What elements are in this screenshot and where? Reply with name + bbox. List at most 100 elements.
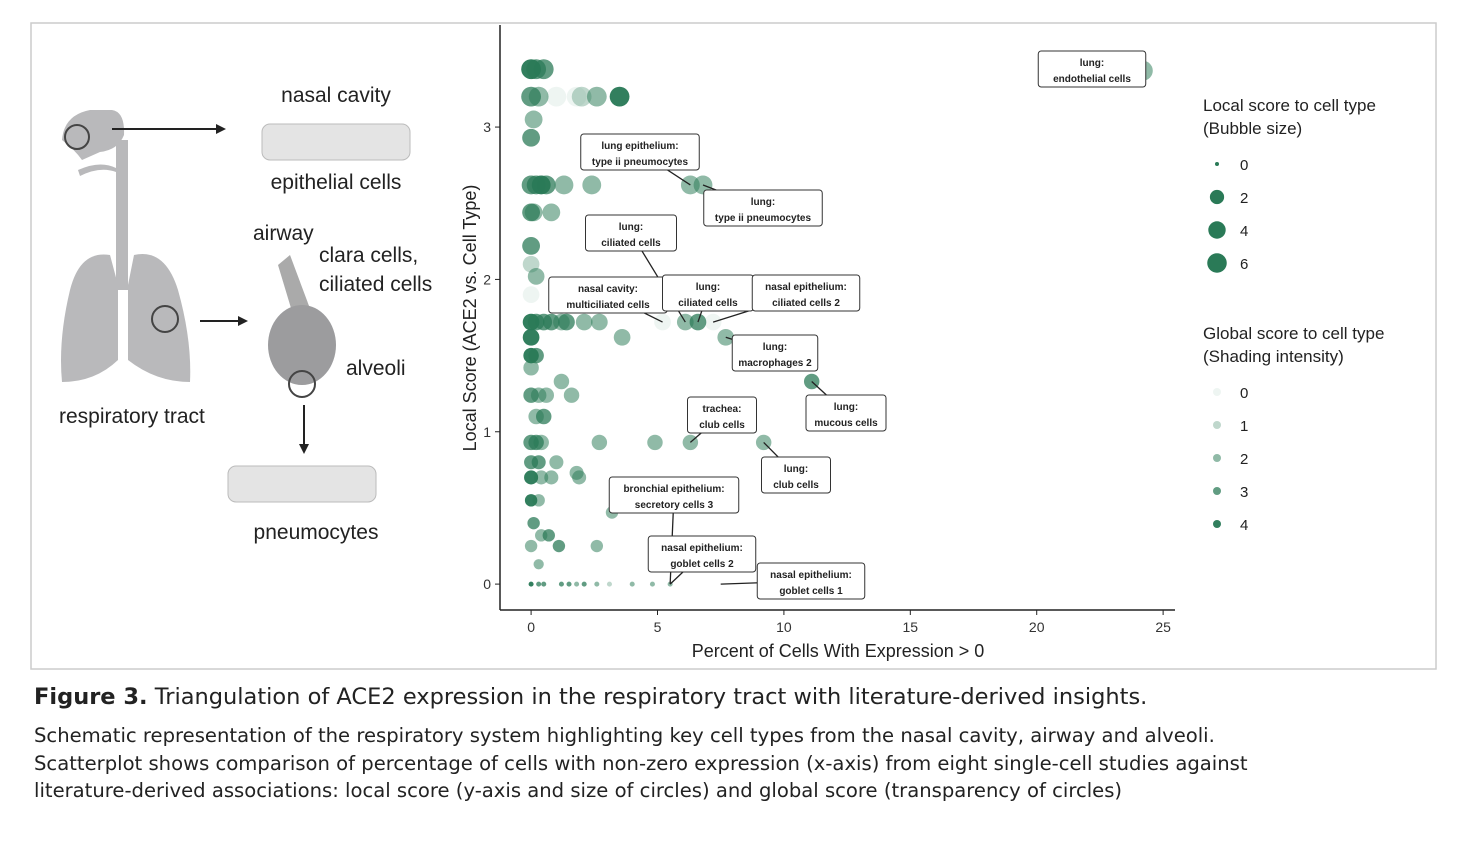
- legend-shade-key: [1213, 454, 1221, 462]
- annotation-label: club cells: [773, 480, 819, 491]
- point: [571, 86, 592, 107]
- annotation-box: [1037, 50, 1147, 88]
- point: [553, 373, 570, 390]
- caption-line: literature-derived associations: local s…: [34, 779, 1123, 802]
- y-tick-label: 3: [483, 119, 491, 135]
- legend-size-key: [1215, 162, 1219, 166]
- annotation-box: [761, 456, 831, 494]
- point: [609, 86, 630, 107]
- annotation-label: lung:: [751, 197, 775, 208]
- annotation-label: lung:: [763, 342, 787, 353]
- point: [527, 268, 545, 285]
- point: [524, 110, 543, 129]
- point: [541, 581, 547, 587]
- point: [629, 581, 635, 587]
- annotation-label: trachea:: [703, 404, 742, 415]
- annotation-box: [585, 214, 677, 252]
- legend-label: 4: [1240, 517, 1248, 534]
- legend-label: 0: [1240, 157, 1248, 174]
- annotation-box: [756, 562, 866, 600]
- point: [591, 434, 608, 451]
- point: [558, 581, 564, 587]
- point: [544, 470, 559, 485]
- figure-caption: Figure 3. Triangulation of ACE2 expressi…: [34, 684, 1444, 805]
- schematic: [61, 110, 411, 503]
- figure-label: Figure 3.: [34, 684, 148, 710]
- epithelial-cell-row: [261, 123, 411, 161]
- annotation-label: bronchial epithelium:: [623, 484, 724, 495]
- point: [528, 581, 534, 587]
- schematic-label: ciliated cells: [319, 273, 432, 296]
- arrow-head: [299, 444, 309, 454]
- point: [566, 86, 587, 107]
- point: [536, 581, 542, 587]
- point: [533, 559, 544, 570]
- point: [522, 236, 541, 255]
- legend-title: Global score to cell type: [1203, 324, 1384, 343]
- annotation-label: lung epithelium:: [601, 141, 678, 152]
- figure-title: Triangulation of ACE2 expression in the …: [154, 684, 1148, 710]
- point: [566, 581, 572, 587]
- figure: nasal cavity epithelial cells airway cla…: [30, 22, 1437, 670]
- legend-shade-key: [1213, 487, 1221, 495]
- schematic-label: pneumocytes: [254, 521, 379, 544]
- annotation-label: lung:: [834, 402, 858, 413]
- annotation-box: [703, 189, 823, 227]
- point: [522, 286, 540, 303]
- annotation-label: lung:: [1080, 58, 1104, 69]
- annotation-box: [751, 274, 861, 312]
- point: [533, 59, 554, 80]
- point: [649, 581, 655, 587]
- point: [528, 86, 549, 107]
- point: [524, 203, 543, 222]
- legend-label: 6: [1240, 256, 1248, 273]
- annotation-label: lung:: [784, 464, 808, 475]
- point: [536, 408, 552, 425]
- annotation-label: type ii pneumocytes: [592, 157, 689, 168]
- schematic-label: epithelial cells: [271, 171, 402, 194]
- annotation-label: multiciliated cells: [566, 300, 650, 311]
- x-tick-label: 20: [1029, 619, 1045, 635]
- legend-label: 1: [1240, 418, 1248, 435]
- annotation-label: ciliated cells 2: [772, 298, 840, 309]
- arrow-head: [216, 124, 226, 134]
- schematic-label: airway: [253, 222, 314, 245]
- schematic-label: clara cells,: [319, 244, 418, 267]
- schematic-label: alveoli: [346, 357, 406, 380]
- legend-title: (Shading intensity): [1203, 347, 1344, 366]
- point: [558, 313, 575, 331]
- point: [538, 387, 554, 403]
- point: [647, 434, 663, 451]
- legend-label: 2: [1240, 451, 1248, 468]
- legend-label: 0: [1240, 385, 1248, 402]
- annotation-box: [805, 394, 887, 432]
- annotation-label: macrophages 2: [738, 358, 812, 369]
- annotation-label: endothelial cells: [1053, 74, 1131, 85]
- annotation-label: nasal epithelium:: [770, 570, 852, 581]
- legend-label: 2: [1240, 190, 1248, 207]
- mouth-silhouette: [78, 164, 116, 176]
- point: [523, 360, 539, 376]
- annotation-box: [580, 133, 700, 171]
- x-tick-label: 10: [776, 619, 792, 635]
- annotation-label: secretory cells 3: [635, 500, 714, 511]
- schematic-label: nasal cavity: [281, 84, 391, 107]
- point: [542, 203, 561, 222]
- point: [552, 539, 566, 553]
- trachea: [116, 140, 128, 290]
- x-tick-label: 15: [903, 619, 919, 635]
- y-tick-label: 2: [483, 271, 491, 287]
- arrow-head: [238, 316, 248, 326]
- point: [527, 516, 540, 530]
- y-tick-label: 0: [483, 576, 491, 592]
- x-tick-label: 0: [527, 619, 535, 635]
- point: [524, 539, 538, 553]
- left-lung: [61, 254, 118, 382]
- point: [575, 313, 593, 331]
- annotation-label: nasal epithelium:: [765, 282, 847, 293]
- point: [532, 494, 545, 507]
- legend-title: Local score to cell type: [1203, 96, 1376, 115]
- schematic-label: respiratory tract: [59, 405, 205, 428]
- legend-shade-key: [1213, 520, 1221, 528]
